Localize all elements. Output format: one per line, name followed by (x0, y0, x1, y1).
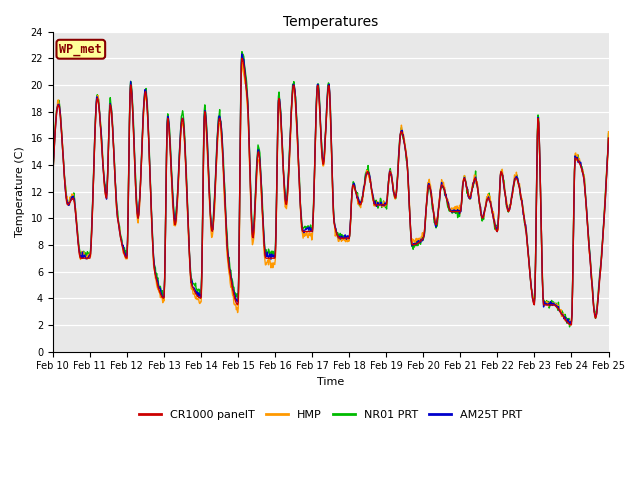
CR1000 panelT (49, 175, 56, 181)
HMP (529, 297, 537, 302)
CR1000 panelT (109, 141, 117, 146)
Y-axis label: Temperature (C): Temperature (C) (15, 146, 25, 237)
NR01 PRT (49, 173, 56, 179)
HMP (605, 129, 612, 134)
CR1000 panelT (238, 55, 246, 61)
NR01 PRT (287, 120, 294, 125)
CR1000 panelT (445, 205, 453, 211)
NR01 PRT (238, 49, 246, 55)
CR1000 panelT (605, 135, 612, 141)
Legend: CR1000 panelT, HMP, NR01 PRT, AM25T PRT: CR1000 panelT, HMP, NR01 PRT, AM25T PRT (134, 405, 527, 424)
CR1000 panelT (568, 322, 575, 328)
X-axis label: Time: Time (317, 377, 344, 387)
Line: AM25T PRT: AM25T PRT (52, 54, 609, 324)
HMP (193, 297, 201, 302)
NR01 PRT (566, 324, 573, 330)
NR01 PRT (445, 208, 453, 214)
AM25T PRT (193, 290, 201, 296)
AM25T PRT (566, 322, 573, 327)
NR01 PRT (468, 188, 476, 193)
NR01 PRT (605, 131, 612, 136)
NR01 PRT (109, 138, 117, 144)
CR1000 panelT (468, 188, 476, 193)
AM25T PRT (445, 205, 453, 211)
Line: HMP: HMP (52, 63, 609, 325)
AM25T PRT (468, 188, 476, 193)
HMP (287, 128, 294, 134)
AM25T PRT (238, 51, 246, 57)
AM25T PRT (605, 135, 612, 141)
HMP (49, 168, 56, 174)
CR1000 panelT (193, 293, 201, 299)
CR1000 panelT (529, 299, 537, 304)
AM25T PRT (49, 173, 56, 179)
Text: WP_met: WP_met (60, 43, 102, 56)
AM25T PRT (529, 297, 537, 303)
HMP (566, 322, 574, 328)
Title: Temperatures: Temperatures (283, 15, 378, 29)
HMP (445, 201, 453, 207)
CR1000 panelT (287, 121, 294, 127)
AM25T PRT (287, 119, 294, 124)
HMP (468, 185, 476, 191)
HMP (239, 60, 246, 66)
Line: CR1000 panelT: CR1000 panelT (52, 58, 609, 325)
NR01 PRT (193, 290, 201, 296)
NR01 PRT (529, 295, 537, 300)
HMP (109, 141, 117, 147)
AM25T PRT (109, 140, 117, 146)
Line: NR01 PRT: NR01 PRT (52, 52, 609, 327)
